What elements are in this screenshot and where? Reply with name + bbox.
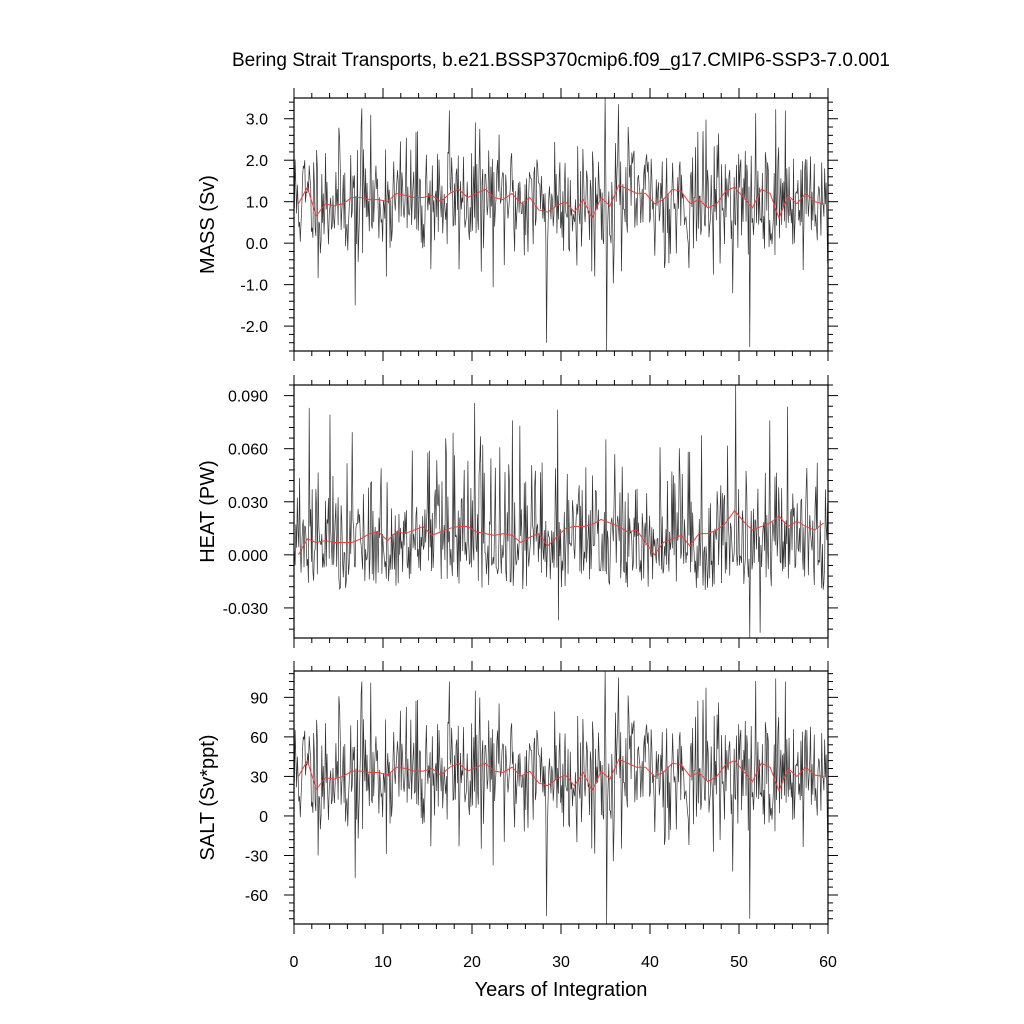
y-tick-label: 3.0 (246, 112, 268, 129)
y-tick-label: 0.090 (228, 389, 268, 406)
y-tick-label: 2.0 (246, 153, 268, 170)
y-tick-label: 0.0 (246, 236, 268, 253)
series-group (294, 671, 828, 924)
x-ticks (293, 661, 829, 934)
y-tick-label: -60 (245, 888, 268, 905)
panel-2: -0.030 0.000 0.030 0.060 0.090 HEAT (PW) (197, 375, 838, 648)
annual-mean-line (298, 184, 824, 220)
y-axis-title: SALT (Sv*ppt) (197, 735, 219, 861)
y-tick-label: -2.0 (240, 319, 268, 336)
plot-frame (293, 384, 829, 639)
y-tick-label: 0 (259, 809, 268, 826)
y-tick-label: 90 (250, 690, 268, 707)
panels: -2.0 -1.0 0.0 1.0 2.0 3.0 MASS (Sv) -0.030 0.000… (197, 88, 838, 971)
y-tick-label: 0.030 (228, 495, 268, 512)
x-tick-label: 50 (730, 954, 748, 971)
figure-title: Bering Strait Transports, b.e21.BSSP370c… (232, 50, 890, 71)
annual-mean-line (298, 758, 824, 793)
series-group (294, 385, 828, 638)
monthly-series-line (294, 671, 828, 924)
y-tick-label: 0.000 (228, 548, 268, 565)
y-ticks (284, 673, 838, 920)
monthly-series-line (294, 385, 828, 638)
x-tick-label: 60 (819, 954, 837, 971)
y-tick-label: -0.030 (223, 601, 268, 618)
y-ticks (284, 384, 838, 630)
y-tick-label: 60 (250, 730, 268, 747)
x-tick-label: 20 (463, 954, 481, 971)
x-axis-title: Years of Integration (475, 979, 648, 1001)
x-tick-label: 30 (552, 954, 570, 971)
x-tick-label: 10 (374, 954, 392, 971)
x-tick-label: 0 (290, 954, 299, 971)
monthly-series-line (294, 98, 828, 351)
y-tick-label: -30 (245, 848, 268, 865)
x-ticks (293, 88, 829, 361)
y-tick-label: 1.0 (246, 195, 268, 212)
panel-1: -2.0 -1.0 0.0 1.0 2.0 3.0 MASS (Sv) (197, 88, 838, 361)
y-axis-title: MASS (Sv) (197, 175, 219, 274)
y-tick-label: 30 (250, 769, 268, 786)
series-group (294, 98, 828, 351)
y-tick-label: 0.060 (228, 442, 268, 459)
x-tick-label: 40 (641, 954, 659, 971)
y-ticks (284, 101, 838, 352)
panel-3: -60 -30 0 30 60 90 0 10 20 30 40 50 60 SALT (Sv*ppt) (197, 661, 838, 971)
y-axis-title: HEAT (PW) (197, 460, 219, 563)
annual-mean-line (298, 509, 824, 556)
y-tick-label: -1.0 (240, 278, 268, 295)
x-ticks (293, 375, 829, 648)
